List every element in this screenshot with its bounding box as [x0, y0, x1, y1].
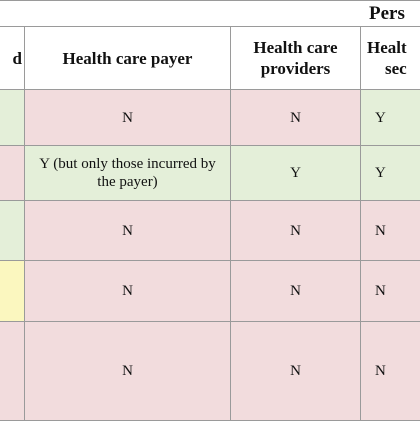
- col3-header-line1: Healt: [367, 38, 407, 57]
- table-cell: Y: [231, 146, 361, 201]
- col3-header-line2: sec: [367, 59, 407, 78]
- table-cell: N: [361, 322, 420, 421]
- table-cell: [0, 201, 25, 261]
- table-cell: [0, 261, 25, 322]
- table-cell: N: [25, 261, 231, 322]
- column-header-3: Healt sec: [361, 27, 420, 90]
- table-cell: N: [231, 322, 361, 421]
- providers-header-line2: providers: [261, 59, 331, 78]
- table-cell: N: [25, 322, 231, 421]
- table-cell: Y (but only those incurred by the payer): [25, 146, 231, 201]
- column-header-health-care-providers: Health care providers: [231, 27, 361, 90]
- table-cell: N: [231, 261, 361, 322]
- table-cell: [0, 90, 25, 146]
- table-cell: N: [361, 201, 420, 261]
- providers-header-line1: Health care: [253, 38, 337, 57]
- table-row: N N N: [0, 201, 420, 261]
- table-cell: N: [231, 90, 361, 146]
- group-header-row: Pers: [0, 1, 420, 27]
- table-cell: [0, 146, 25, 201]
- table-row: Y (but only those incurred by the payer)…: [0, 146, 420, 201]
- column-header-row: d Health care payer Health care provider…: [0, 27, 420, 90]
- table-cell: N: [231, 201, 361, 261]
- table-row: N N Y: [0, 90, 420, 146]
- table-row: N N N: [0, 261, 420, 322]
- table-cell: [0, 322, 25, 421]
- column-header-0: d: [0, 27, 25, 90]
- group-header-perspective: Pers: [0, 1, 420, 27]
- table-row: N N N: [0, 322, 420, 421]
- table-cell: N: [25, 201, 231, 261]
- table-cell: Y: [361, 90, 420, 146]
- table-cell: N: [25, 90, 231, 146]
- column-header-health-care-payer: Health care payer: [25, 27, 231, 90]
- table-cell: N: [361, 261, 420, 322]
- table-cell: Y: [361, 146, 420, 201]
